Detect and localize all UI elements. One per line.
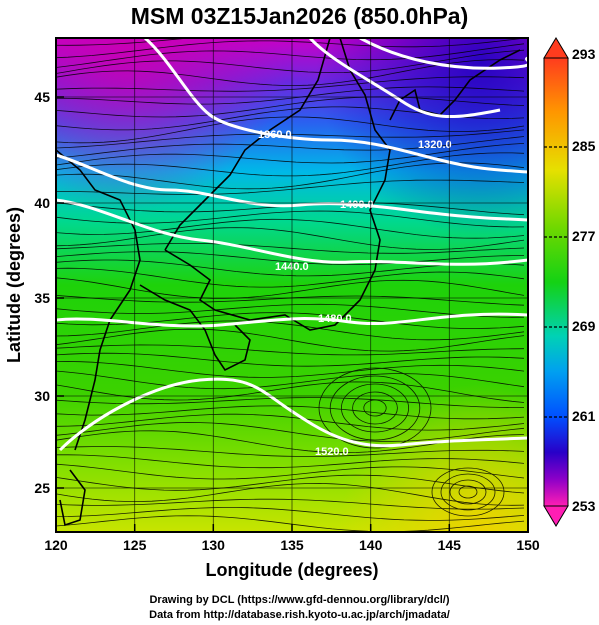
streamline (56, 152, 525, 177)
streamline (56, 507, 525, 521)
y-tick-label: 45 (34, 89, 50, 105)
streamline (56, 76, 525, 93)
swirl (340, 383, 409, 433)
graticule (56, 38, 528, 532)
contour-label: 1360.0 (258, 129, 292, 141)
x-tick-label: 135 (280, 537, 304, 553)
streamline (56, 210, 525, 228)
colorbar-tick-label: 285 (572, 138, 596, 154)
streamline (56, 162, 525, 190)
y-tick-label: 30 (34, 388, 50, 404)
colorbar-bottom-arrow (543, 505, 569, 527)
x-tick-label: 145 (438, 537, 462, 553)
streamline (56, 312, 525, 329)
colorbar-tick-label: 261 (572, 408, 596, 424)
streamline (56, 463, 525, 480)
y-axis-title: Latitude (degrees) (4, 207, 24, 363)
streamline (56, 143, 525, 166)
contour-label: 1320.0 (418, 139, 452, 151)
swirl (318, 367, 432, 449)
swirl (329, 375, 421, 441)
colorbar-tick-label: 253 (572, 498, 596, 514)
contour-label: 1400.0 (340, 199, 374, 211)
x-tick-label: 120 (44, 537, 68, 553)
streamline (56, 38, 194, 46)
streamline (56, 277, 525, 299)
x-tick-label: 150 (516, 537, 540, 553)
streamline (56, 218, 525, 239)
streamline (56, 227, 525, 250)
contour-label: 1480.0 (318, 313, 352, 325)
colorbar: 293 285 277 269 261 253 (543, 37, 596, 527)
x-tick-label: 140 (359, 537, 383, 553)
swirl (449, 479, 487, 505)
streamline (56, 38, 525, 59)
streamline (56, 303, 525, 318)
streamline (56, 129, 525, 149)
contour-label: 1520.0 (315, 446, 349, 458)
streamline (56, 179, 525, 195)
x-tick-label: 130 (202, 537, 226, 553)
streamline (56, 86, 525, 105)
streamline (56, 370, 525, 390)
streamline (56, 498, 525, 510)
streamline (56, 361, 525, 378)
swirl (431, 467, 505, 517)
x-tick-label: 125 (123, 537, 147, 553)
swirl (363, 399, 387, 417)
streamline (56, 446, 525, 457)
x-tick-labels: 120 125 130 135 140 145 150 (44, 537, 540, 553)
streamline (56, 96, 525, 118)
height-contours (56, 38, 528, 452)
colorbar-tick-label: 293 (572, 46, 596, 62)
streamline (56, 43, 525, 68)
y-tick-labels: 25 30 35 40 45 (34, 89, 50, 496)
x-axis-title: Longitude (degrees) (205, 560, 378, 580)
streamline (56, 116, 525, 144)
credit-drawing: Drawing by DCL (https://www.gfd-dennou.o… (149, 594, 450, 606)
swirl (458, 485, 478, 499)
streamline (56, 136, 525, 159)
streamline (56, 515, 525, 532)
y-tick-label: 40 (34, 195, 50, 211)
wind-streamlines (56, 38, 525, 532)
swirl (352, 391, 398, 425)
colorbar-tick-label: 277 (572, 228, 596, 244)
streamline (56, 422, 525, 442)
colorbar-tick-label: 269 (572, 318, 596, 334)
streamline (56, 344, 525, 356)
streamline (56, 320, 525, 341)
y-tick-label: 35 (34, 290, 50, 306)
credit-data-source: Data from http://database.rish.kyoto-u.a… (149, 609, 450, 621)
axis-ticks (55, 96, 529, 532)
colorbar-top-arrow (543, 37, 569, 59)
streamline (56, 328, 525, 352)
page-title: MSM 03Z15Jan2026 (850.0hPa) (130, 3, 469, 29)
colorbar-scale (543, 57, 569, 507)
streamline (56, 454, 525, 469)
streamline (56, 413, 525, 431)
streamline (56, 251, 525, 265)
streamline (56, 49, 525, 74)
swirl (440, 473, 496, 511)
streamline (56, 243, 525, 254)
y-tick-label: 25 (34, 480, 50, 496)
streamline (56, 267, 525, 288)
streamline (56, 352, 525, 367)
streamline (56, 474, 525, 494)
streamline (56, 482, 525, 506)
